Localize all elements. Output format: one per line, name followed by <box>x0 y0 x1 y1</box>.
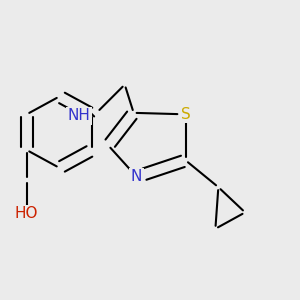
Text: HO: HO <box>15 206 38 221</box>
Text: N: N <box>131 169 142 184</box>
Text: S: S <box>181 107 190 122</box>
Text: NH: NH <box>68 108 91 123</box>
